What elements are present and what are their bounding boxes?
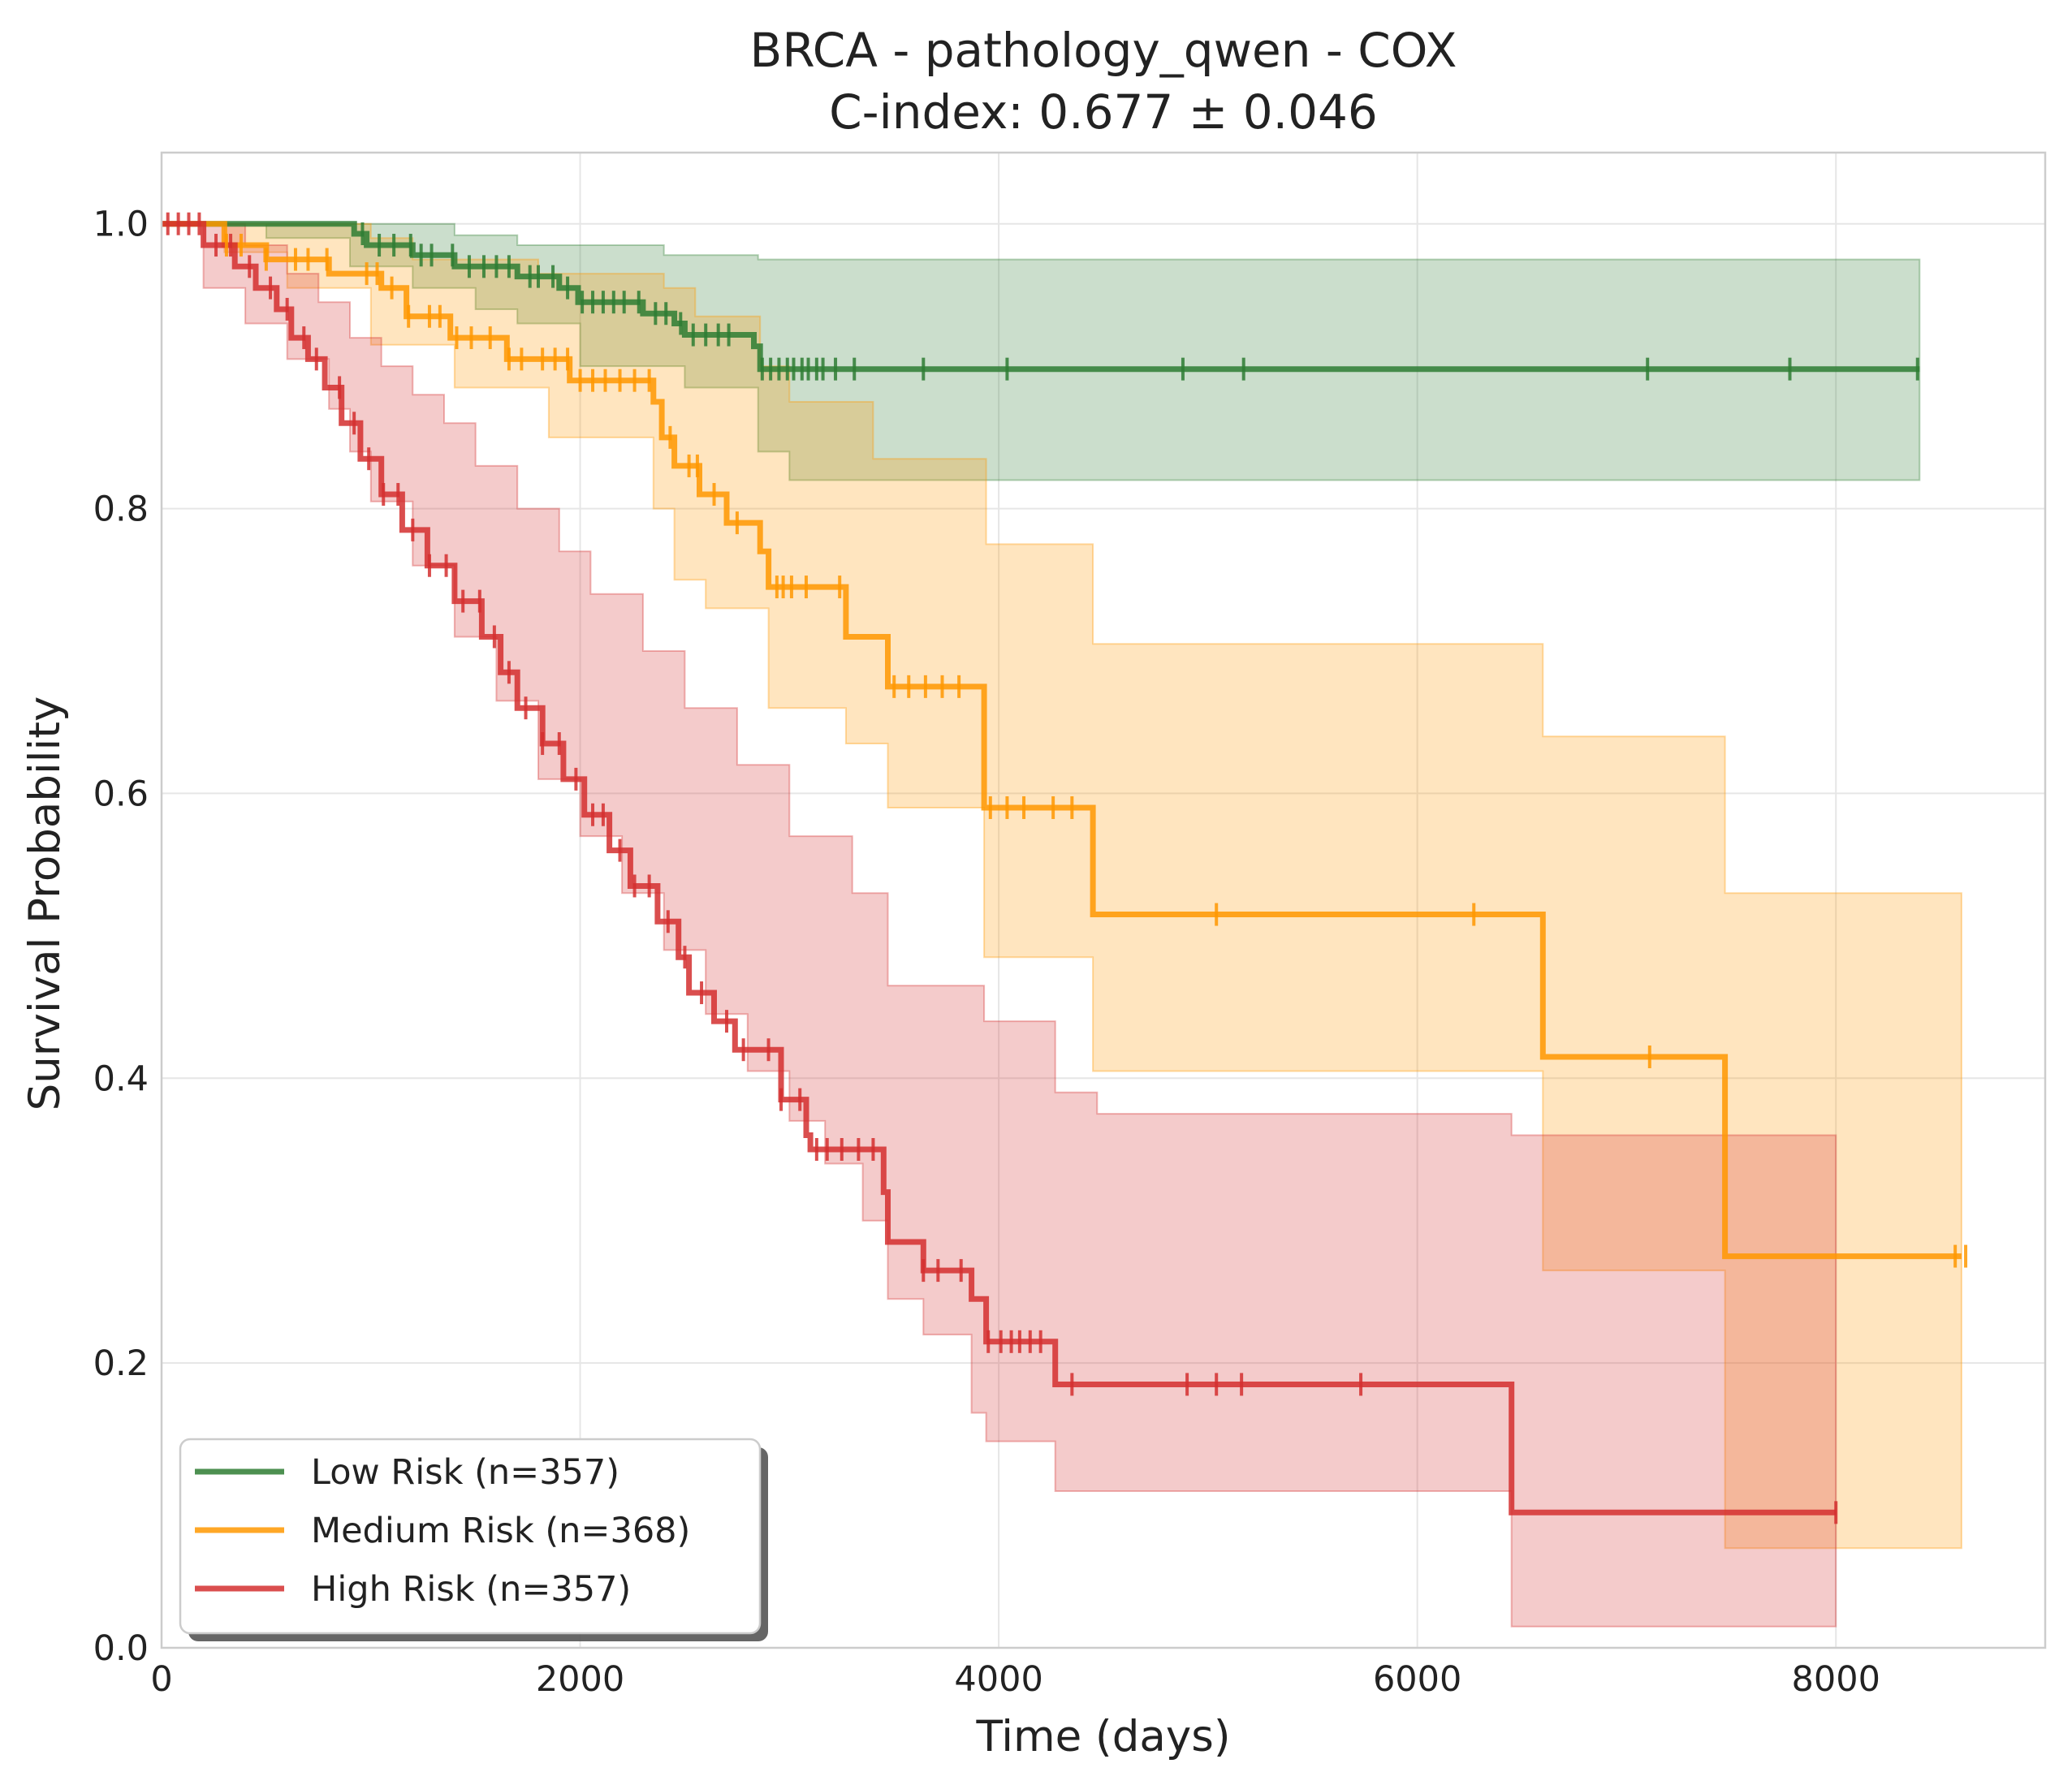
- low-risk-confidence-band: [162, 222, 1921, 481]
- y-tick-label: 0.8: [93, 489, 149, 530]
- y-tick-label: 0.0: [93, 1628, 149, 1669]
- x-tick-label: 0: [150, 1659, 172, 1700]
- medium-risk-legend-label: Medium Risk (n=368): [311, 1511, 690, 1551]
- low-risk-legend-label: Low Risk (n=357): [311, 1452, 619, 1493]
- plot-frame: [160, 151, 2047, 1649]
- x-axis-label: Time (days): [975, 1712, 1230, 1761]
- grid-layer: [161, 153, 2045, 1649]
- y-tick-label: 0.6: [93, 774, 149, 814]
- high-risk-survival-line: [162, 221, 1837, 1516]
- x-tick-label: 2000: [536, 1659, 624, 1700]
- x-tick-label: 6000: [1373, 1659, 1461, 1700]
- censor-mark-layer: [166, 212, 1968, 1524]
- legend-items: Low Risk (n=357) Medium Risk (n=368) High …: [195, 1452, 690, 1610]
- y-tick-label: 0.4: [93, 1058, 149, 1099]
- legend-box: [179, 1438, 762, 1635]
- y-tick-label: 0.2: [93, 1343, 149, 1384]
- medium-risk-survival-line: [162, 221, 1962, 1260]
- y-axis-label: Survival Probability: [20, 696, 70, 1111]
- x-tick-label: 8000: [1792, 1659, 1880, 1700]
- medium-risk-confidence-band: [162, 222, 1962, 1550]
- legend: Low Risk (n=357) Medium Risk (n=368) High …: [179, 1438, 768, 1641]
- high-risk-legend-label: High Risk (n=357): [311, 1569, 631, 1610]
- x-tick-label: 4000: [954, 1659, 1042, 1700]
- y-tick-label: 1.0: [93, 205, 149, 245]
- tick-label-layer: 0 2000 4000 6000 8000 0.0 0.2 0.4 0.6 0.8 1.0: [93, 205, 1880, 1700]
- chart-subtitle: C-index: 0.677 ± 0.046: [829, 84, 1378, 140]
- chart-title: BRCA - pathology_qwen - COX: [750, 23, 1457, 78]
- confidence-band-layer: [162, 222, 1962, 1628]
